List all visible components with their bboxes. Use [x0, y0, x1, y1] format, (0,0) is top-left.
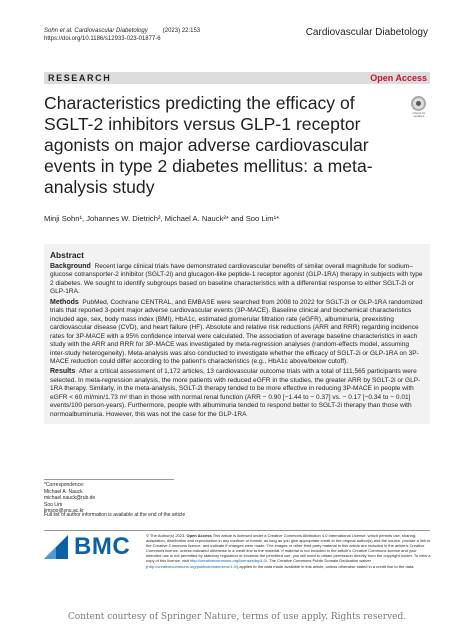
license-body-2: . The Creative Commons Public Domain Ded…: [146, 558, 371, 569]
license-link-cc-by[interactable]: http://creativecommons.org/licenses/by/4…: [190, 558, 267, 564]
license-link-cc-zero[interactable]: http://creativecommons.org/publicdomain/…: [147, 563, 237, 569]
background-label: Background: [50, 263, 91, 270]
license-copyright: © The Author(s) 2023.: [146, 533, 186, 538]
doi-link[interactable]: https://doi.org/10.1186/s12933-023-01877…: [44, 36, 161, 42]
abstract-methods: Methods PubMed, Cochrane CENTRAL, and EM…: [50, 299, 425, 367]
crossmark-badge: [411, 96, 426, 111]
abstract-heading: Abstract: [50, 250, 84, 260]
abstract-results: Results After a critical assessment of 1…: [50, 368, 425, 419]
license-body-3: ) applies to the data made available in …: [236, 563, 415, 569]
crossmark-label: Check for updates: [412, 111, 426, 118]
background-text: Recent large clinical trials have demons…: [50, 263, 423, 296]
article-title: Characteristics predicting the efficacy …: [44, 93, 373, 197]
correspondence-label: *Correspondence:: [44, 482, 85, 488]
citation-authors: Sohn et al.: [44, 28, 73, 34]
license-open-access: Open Access: [186, 533, 212, 538]
license-body: This article is licensed under a Creativ…: [146, 533, 431, 564]
springer-watermark: Content courtesy of Springer Nature, ter…: [67, 612, 407, 622]
author-list: Minji Sohn¹, Johannes W. Dietrich², Mich…: [44, 214, 280, 223]
section-label: RESEARCH: [48, 73, 112, 83]
citation-year: (2023) 22:153: [162, 28, 201, 34]
article-type-bar: RESEARCH Open Access: [44, 72, 430, 84]
check-for-updates-icon[interactable]: Check for updates: [410, 96, 428, 118]
correspondence-block: *Correspondence: Michael A. Nauck michae…: [44, 479, 174, 515]
methods-text: PubMed, Cochrane CENTRAL, and EMBASE wer…: [50, 298, 423, 365]
correspondence-email-1[interactable]: michael.nauck@rub.de: [44, 495, 96, 501]
open-access-label: Open Access: [370, 73, 427, 83]
journal-name: Cardiovascular Diabetology: [305, 27, 428, 38]
correspondence-email-2[interactable]: limsoo@snu.ac.kr: [44, 508, 84, 514]
license-text: © The Author(s) 2023. Open Access This a…: [146, 533, 432, 569]
abstract-background: Background Recent large clinical trials …: [50, 263, 425, 297]
citation-header: Sohn et al. Cardiovascular Diabetology (…: [44, 27, 200, 43]
correspondence-name-2: Soo Lim: [44, 501, 63, 508]
bmc-logo: BMC: [44, 533, 134, 560]
citation-journal: Cardiovascular Diabetology: [74, 28, 148, 34]
footer-divider: [44, 530, 430, 531]
results-text: After a critical assessment of 1,172 art…: [50, 368, 421, 418]
abstract-box: Abstract Background Recent large clinica…: [44, 244, 430, 424]
bmc-logo-text: BMC: [74, 533, 131, 560]
methods-label: Methods: [50, 298, 79, 306]
results-label: Results: [50, 368, 76, 376]
correspondence-name-1: Michael A. Nauck: [44, 488, 83, 495]
author-info-note: Full list of author information is avail…: [44, 512, 186, 518]
bmc-triangle-icon: [44, 535, 68, 559]
